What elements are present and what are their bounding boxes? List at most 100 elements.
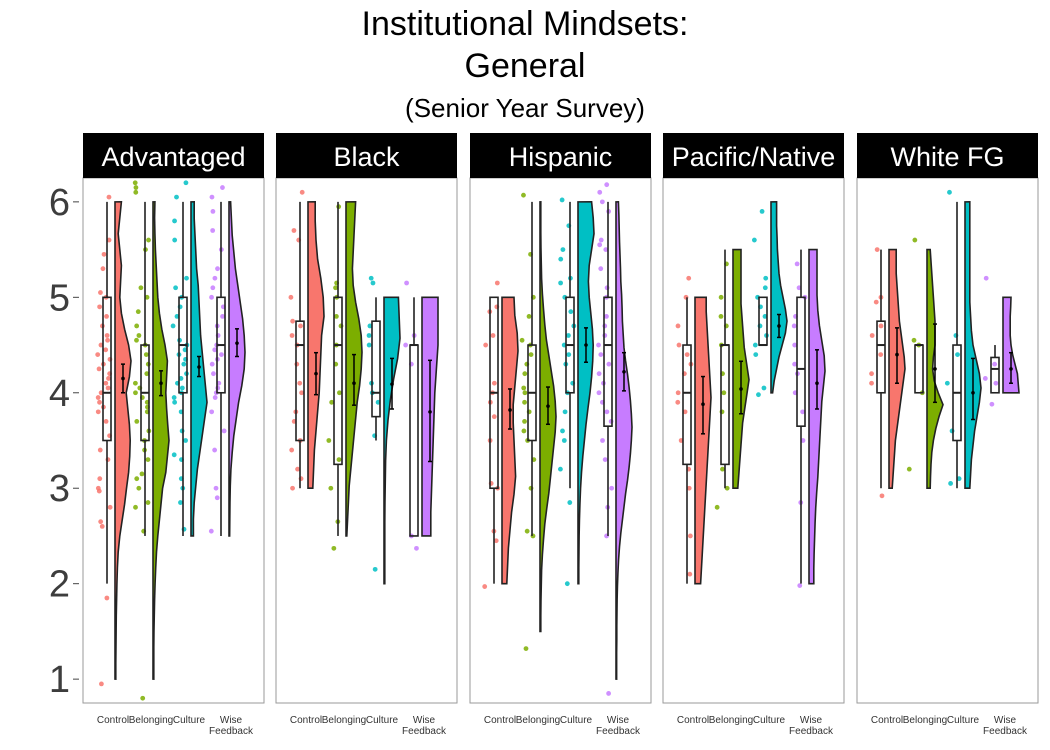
y-tick-label: 1 <box>49 659 70 701</box>
data-point <box>133 185 139 190</box>
data-point <box>762 285 768 291</box>
data-point <box>874 247 880 252</box>
x-tick-label: Feedback <box>402 726 447 737</box>
data-point <box>366 333 372 338</box>
data-point <box>762 314 768 319</box>
data-point <box>289 447 295 453</box>
data-point <box>566 333 571 338</box>
data-point <box>993 380 999 386</box>
data-point <box>95 352 101 357</box>
data-point <box>106 194 112 200</box>
data-point <box>598 352 604 357</box>
data-point <box>600 438 605 443</box>
data-point <box>107 504 113 510</box>
x-tick-label: Feedback <box>789 726 834 737</box>
panel-strip-label: Black <box>333 142 400 172</box>
data-point <box>604 409 610 415</box>
density-cloud <box>152 201 170 680</box>
data-point <box>792 361 798 367</box>
data-point <box>560 428 565 434</box>
data-point <box>367 323 373 329</box>
data-point <box>482 584 488 589</box>
data-point <box>366 342 372 348</box>
data-point <box>559 197 565 203</box>
data-point <box>947 189 952 195</box>
data-point <box>751 237 757 243</box>
data-point <box>404 280 409 286</box>
mean-point <box>739 387 743 391</box>
data-point <box>598 237 604 243</box>
panel-strip-label: Pacific/Native <box>672 142 836 172</box>
data-point <box>135 309 141 315</box>
data-point <box>718 294 724 300</box>
data-point <box>136 485 142 491</box>
data-point <box>414 545 419 551</box>
data-point <box>558 466 563 472</box>
panel-strip <box>83 133 264 178</box>
data-point <box>211 371 216 377</box>
data-point <box>983 275 989 281</box>
panel-strip <box>470 133 651 178</box>
panel-strip <box>857 133 1038 178</box>
data-point <box>220 314 225 319</box>
mean-point <box>197 365 201 369</box>
data-point <box>521 385 527 391</box>
box-iqr <box>758 296 768 346</box>
x-tick-label: Wise <box>413 715 436 726</box>
x-tick-label: Feedback <box>209 726 254 737</box>
data-point <box>295 466 300 472</box>
data-point <box>521 192 526 198</box>
mean-point <box>314 371 318 376</box>
mean-point <box>121 376 125 381</box>
data-point <box>288 294 294 300</box>
x-tick-label: Control <box>871 715 903 726</box>
box-iqr <box>409 344 419 537</box>
data-point <box>291 228 297 233</box>
data-point <box>682 409 688 415</box>
data-point <box>172 218 177 224</box>
data-point <box>491 380 497 386</box>
mean-point <box>546 404 550 408</box>
data-point <box>522 371 528 377</box>
density-cloud <box>770 201 788 394</box>
mean-point <box>508 408 512 412</box>
data-point <box>212 347 218 353</box>
data-point <box>333 285 338 291</box>
data-point <box>289 333 295 338</box>
data-point <box>912 237 918 243</box>
box-iqr <box>720 344 730 466</box>
data-point <box>714 504 720 510</box>
data-point <box>183 438 188 443</box>
data-point <box>752 342 758 348</box>
data-point <box>791 323 797 329</box>
data-point <box>879 493 885 499</box>
data-point <box>328 485 334 491</box>
data-point <box>608 419 614 424</box>
data-point <box>183 180 189 186</box>
data-point <box>906 466 912 472</box>
data-point <box>797 583 803 588</box>
x-tick-label: Wise <box>607 715 630 726</box>
mean-point <box>777 324 781 328</box>
data-point <box>209 361 215 367</box>
box-iqr <box>371 320 381 418</box>
x-tick-label: Wise <box>994 715 1017 726</box>
data-point <box>368 275 374 281</box>
data-point <box>220 185 225 190</box>
data-point <box>596 342 601 348</box>
data-point <box>763 275 769 281</box>
data-point <box>686 485 692 491</box>
data-point <box>603 247 609 252</box>
data-point <box>98 519 104 525</box>
mean-point <box>235 341 239 345</box>
box-iqr <box>603 296 613 427</box>
data-point <box>718 314 724 319</box>
data-point <box>676 342 682 348</box>
data-point <box>97 304 103 310</box>
data-point <box>172 399 178 405</box>
data-point <box>134 476 140 482</box>
density-cloud <box>1002 296 1020 394</box>
data-point <box>567 500 573 505</box>
data-point <box>597 242 603 248</box>
